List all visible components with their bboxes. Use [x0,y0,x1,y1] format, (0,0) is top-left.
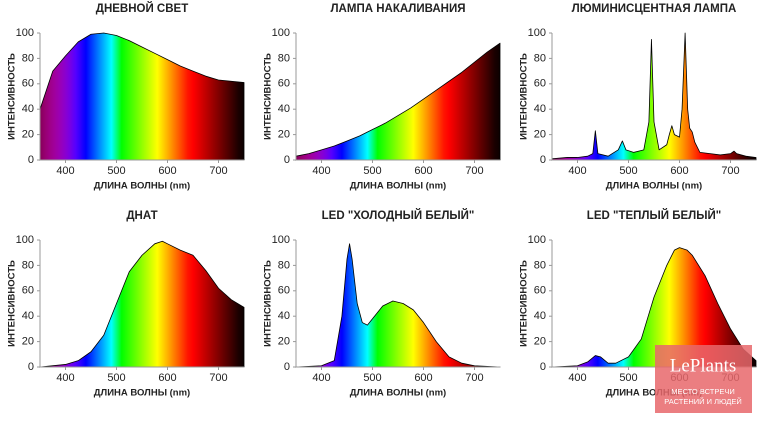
y-tick-label: 60 [534,78,546,90]
y-tick-label: 60 [278,285,290,297]
y-tick-label: 20 [534,129,546,141]
chart-title: LED "ХОЛОДНЫЙ БЕЛЫЙ" [322,209,475,222]
y-tick-label: 60 [22,285,34,297]
x-tick-label: 400 [568,372,586,384]
x-tick-label: 700 [209,165,227,177]
x-tick-label: 500 [363,372,381,384]
y-tick-label: 100 [16,27,34,39]
y-tick-label: 0 [284,361,290,373]
x-tick-label: 500 [107,165,125,177]
chart-title: ДНЕВНОЙ СВЕТ [96,2,189,15]
x-tick-label: 600 [158,165,176,177]
spectrum-area [39,32,245,161]
y-tick-label: 0 [284,154,290,166]
y-axis-label: ИНТЕНСИВНОСТЬ [263,53,274,140]
y-axis-label: ИНТЕНСИВНОСТЬ [519,260,530,347]
x-tick-label: 500 [107,372,125,384]
x-tick-label: 700 [465,165,483,177]
y-tick-label: 100 [272,234,290,246]
y-tick-label: 100 [272,27,290,39]
x-tick-label: 400 [56,372,74,384]
y-tick-label: 0 [28,361,34,373]
y-tick-label: 40 [534,310,546,322]
y-tick-label: 100 [528,234,546,246]
y-tick-label: 40 [278,310,290,322]
y-tick-label: 80 [534,52,546,64]
y-tick-label: 0 [540,154,546,166]
y-tick-label: 100 [16,234,34,246]
y-tick-label: 80 [22,52,34,64]
x-tick-label: 400 [568,165,586,177]
chart-title: ДНАТ [126,210,157,222]
x-tick-label: 600 [414,165,432,177]
x-axis-label: ДЛИНА ВОЛНЫ (nm) [606,388,702,399]
chart-title: LED "ТЕПЛЫЙ БЕЛЫЙ" [587,209,721,222]
x-axis-label: ДЛИНА ВОЛНЫ (nm) [350,388,446,399]
x-tick-label: 600 [414,372,432,384]
chart-title: ЛАМПА НАКАЛИВАНИЯ [330,3,465,15]
y-tick-label: 0 [28,154,34,166]
x-axis-label: ДЛИНА ВОЛНЫ (nm) [94,388,190,399]
x-tick-label: 500 [619,372,637,384]
y-tick-label: 20 [22,336,34,348]
y-axis-label: ИНТЕНСИВНОСТЬ [7,53,18,140]
y-tick-label: 40 [534,103,546,115]
y-tick-label: 40 [22,310,34,322]
y-tick-label: 80 [278,259,290,271]
x-tick-label: 400 [312,372,330,384]
spectrum-area [295,42,501,161]
y-tick-label: 60 [22,78,34,90]
x-axis-label: ДЛИНА ВОЛНЫ (nm) [606,181,702,192]
y-axis-label: ИНТЕНСИВНОСТЬ [263,260,274,347]
y-tick-label: 40 [22,103,34,115]
x-tick-label: 400 [56,165,74,177]
y-tick-label: 40 [278,103,290,115]
y-tick-label: 60 [278,78,290,90]
x-tick-label: 600 [158,372,176,384]
y-tick-label: 20 [278,129,290,141]
y-tick-label: 100 [528,27,546,39]
y-axis-label: ИНТЕНСИВНОСТЬ [519,53,530,140]
watermark-title: LePlants [670,355,737,376]
spectrum-area [551,32,757,161]
x-axis-label: ДЛИНА ВОЛНЫ (nm) [350,181,446,192]
spectrum-area [551,247,757,368]
x-tick-label: 700 [465,372,483,384]
watermark-box [655,345,752,413]
spectrum-area [295,243,501,368]
y-tick-label: 0 [540,361,546,373]
watermark-line: РАСТЕНИЙ И ЛЮДЕЙ [664,397,742,406]
x-tick-label: 700 [721,165,739,177]
spectrum-area [39,240,245,368]
y-axis-label: ИНТЕНСИВНОСТЬ [7,260,18,347]
x-tick-label: 400 [312,165,330,177]
x-tick-label: 500 [619,165,637,177]
x-tick-label: 600 [670,165,688,177]
y-tick-label: 20 [278,336,290,348]
x-axis-label: ДЛИНА ВОЛНЫ (nm) [94,181,190,192]
y-tick-label: 80 [534,259,546,271]
y-tick-label: 80 [278,52,290,64]
x-tick-label: 700 [209,372,227,384]
chart-title: ЛЮМИНИСЦЕНТНАЯ ЛАМПА [572,3,737,15]
y-tick-label: 60 [534,285,546,297]
watermark: LePlants МЕСТО ВСТРЕЧИ РАСТЕНИЙ И ЛЮДЕЙ [655,345,752,413]
y-tick-label: 80 [22,259,34,271]
watermark-line: МЕСТО ВСТРЕЧИ [671,387,734,396]
y-tick-label: 20 [534,336,546,348]
y-tick-label: 20 [22,129,34,141]
x-tick-label: 500 [363,165,381,177]
